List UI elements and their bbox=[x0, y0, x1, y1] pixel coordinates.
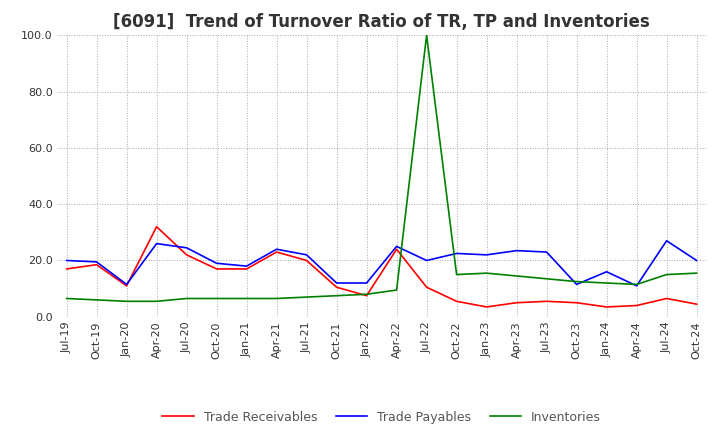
Inventories bbox=[513, 273, 521, 279]
Trade Receivables bbox=[392, 246, 401, 252]
Trade Receivables bbox=[693, 301, 701, 307]
Line: Trade Receivables: Trade Receivables bbox=[66, 227, 697, 307]
Trade Payables bbox=[122, 282, 131, 287]
Inventories bbox=[272, 296, 281, 301]
Trade Receivables bbox=[212, 266, 221, 271]
Inventories bbox=[302, 294, 311, 300]
Trade Payables bbox=[693, 258, 701, 263]
Trade Payables bbox=[182, 245, 191, 250]
Inventories bbox=[632, 282, 641, 287]
Inventories bbox=[333, 293, 341, 298]
Trade Payables bbox=[452, 251, 461, 256]
Inventories bbox=[482, 271, 491, 276]
Line: Inventories: Inventories bbox=[66, 35, 697, 301]
Trade Payables bbox=[62, 258, 71, 263]
Inventories bbox=[122, 299, 131, 304]
Trade Receivables bbox=[302, 258, 311, 263]
Trade Receivables bbox=[272, 249, 281, 255]
Trade Payables bbox=[542, 249, 551, 255]
Trade Receivables bbox=[362, 293, 371, 298]
Inventories bbox=[212, 296, 221, 301]
Trade Receivables bbox=[153, 224, 161, 229]
Trade Payables bbox=[392, 244, 401, 249]
Trade Payables bbox=[212, 260, 221, 266]
Inventories bbox=[62, 296, 71, 301]
Inventories bbox=[542, 276, 551, 282]
Trade Payables bbox=[482, 252, 491, 257]
Trade Payables bbox=[662, 238, 671, 243]
Trade Receivables bbox=[182, 252, 191, 257]
Trade Receivables bbox=[242, 266, 251, 271]
Trade Payables bbox=[153, 241, 161, 246]
Trade Receivables bbox=[542, 299, 551, 304]
Inventories bbox=[693, 271, 701, 276]
Inventories bbox=[452, 272, 461, 277]
Inventories bbox=[662, 272, 671, 277]
Inventories bbox=[153, 299, 161, 304]
Trade Receivables bbox=[482, 304, 491, 310]
Legend: Trade Receivables, Trade Payables, Inventories: Trade Receivables, Trade Payables, Inven… bbox=[157, 406, 606, 429]
Title: [6091]  Trend of Turnover Ratio of TR, TP and Inventories: [6091] Trend of Turnover Ratio of TR, TP… bbox=[113, 13, 650, 31]
Trade Receivables bbox=[662, 296, 671, 301]
Trade Receivables bbox=[333, 285, 341, 290]
Trade Receivables bbox=[632, 303, 641, 308]
Trade Payables bbox=[602, 269, 611, 275]
Trade Receivables bbox=[602, 304, 611, 310]
Inventories bbox=[602, 280, 611, 286]
Trade Receivables bbox=[122, 283, 131, 289]
Trade Payables bbox=[422, 258, 431, 263]
Trade Payables bbox=[632, 283, 641, 289]
Trade Payables bbox=[362, 280, 371, 286]
Trade Payables bbox=[242, 264, 251, 269]
Inventories bbox=[572, 279, 581, 284]
Trade Payables bbox=[513, 248, 521, 253]
Trade Receivables bbox=[572, 300, 581, 305]
Trade Payables bbox=[333, 280, 341, 286]
Trade Receivables bbox=[513, 300, 521, 305]
Trade Receivables bbox=[422, 285, 431, 290]
Inventories bbox=[392, 287, 401, 293]
Trade Receivables bbox=[452, 299, 461, 304]
Inventories bbox=[242, 296, 251, 301]
Trade Receivables bbox=[92, 262, 101, 268]
Inventories bbox=[422, 33, 431, 38]
Inventories bbox=[182, 296, 191, 301]
Inventories bbox=[362, 292, 371, 297]
Trade Payables bbox=[302, 252, 311, 257]
Line: Trade Payables: Trade Payables bbox=[66, 241, 697, 286]
Inventories bbox=[92, 297, 101, 303]
Trade Payables bbox=[92, 259, 101, 264]
Trade Receivables bbox=[62, 266, 71, 271]
Trade Payables bbox=[272, 246, 281, 252]
Trade Payables bbox=[572, 282, 581, 287]
